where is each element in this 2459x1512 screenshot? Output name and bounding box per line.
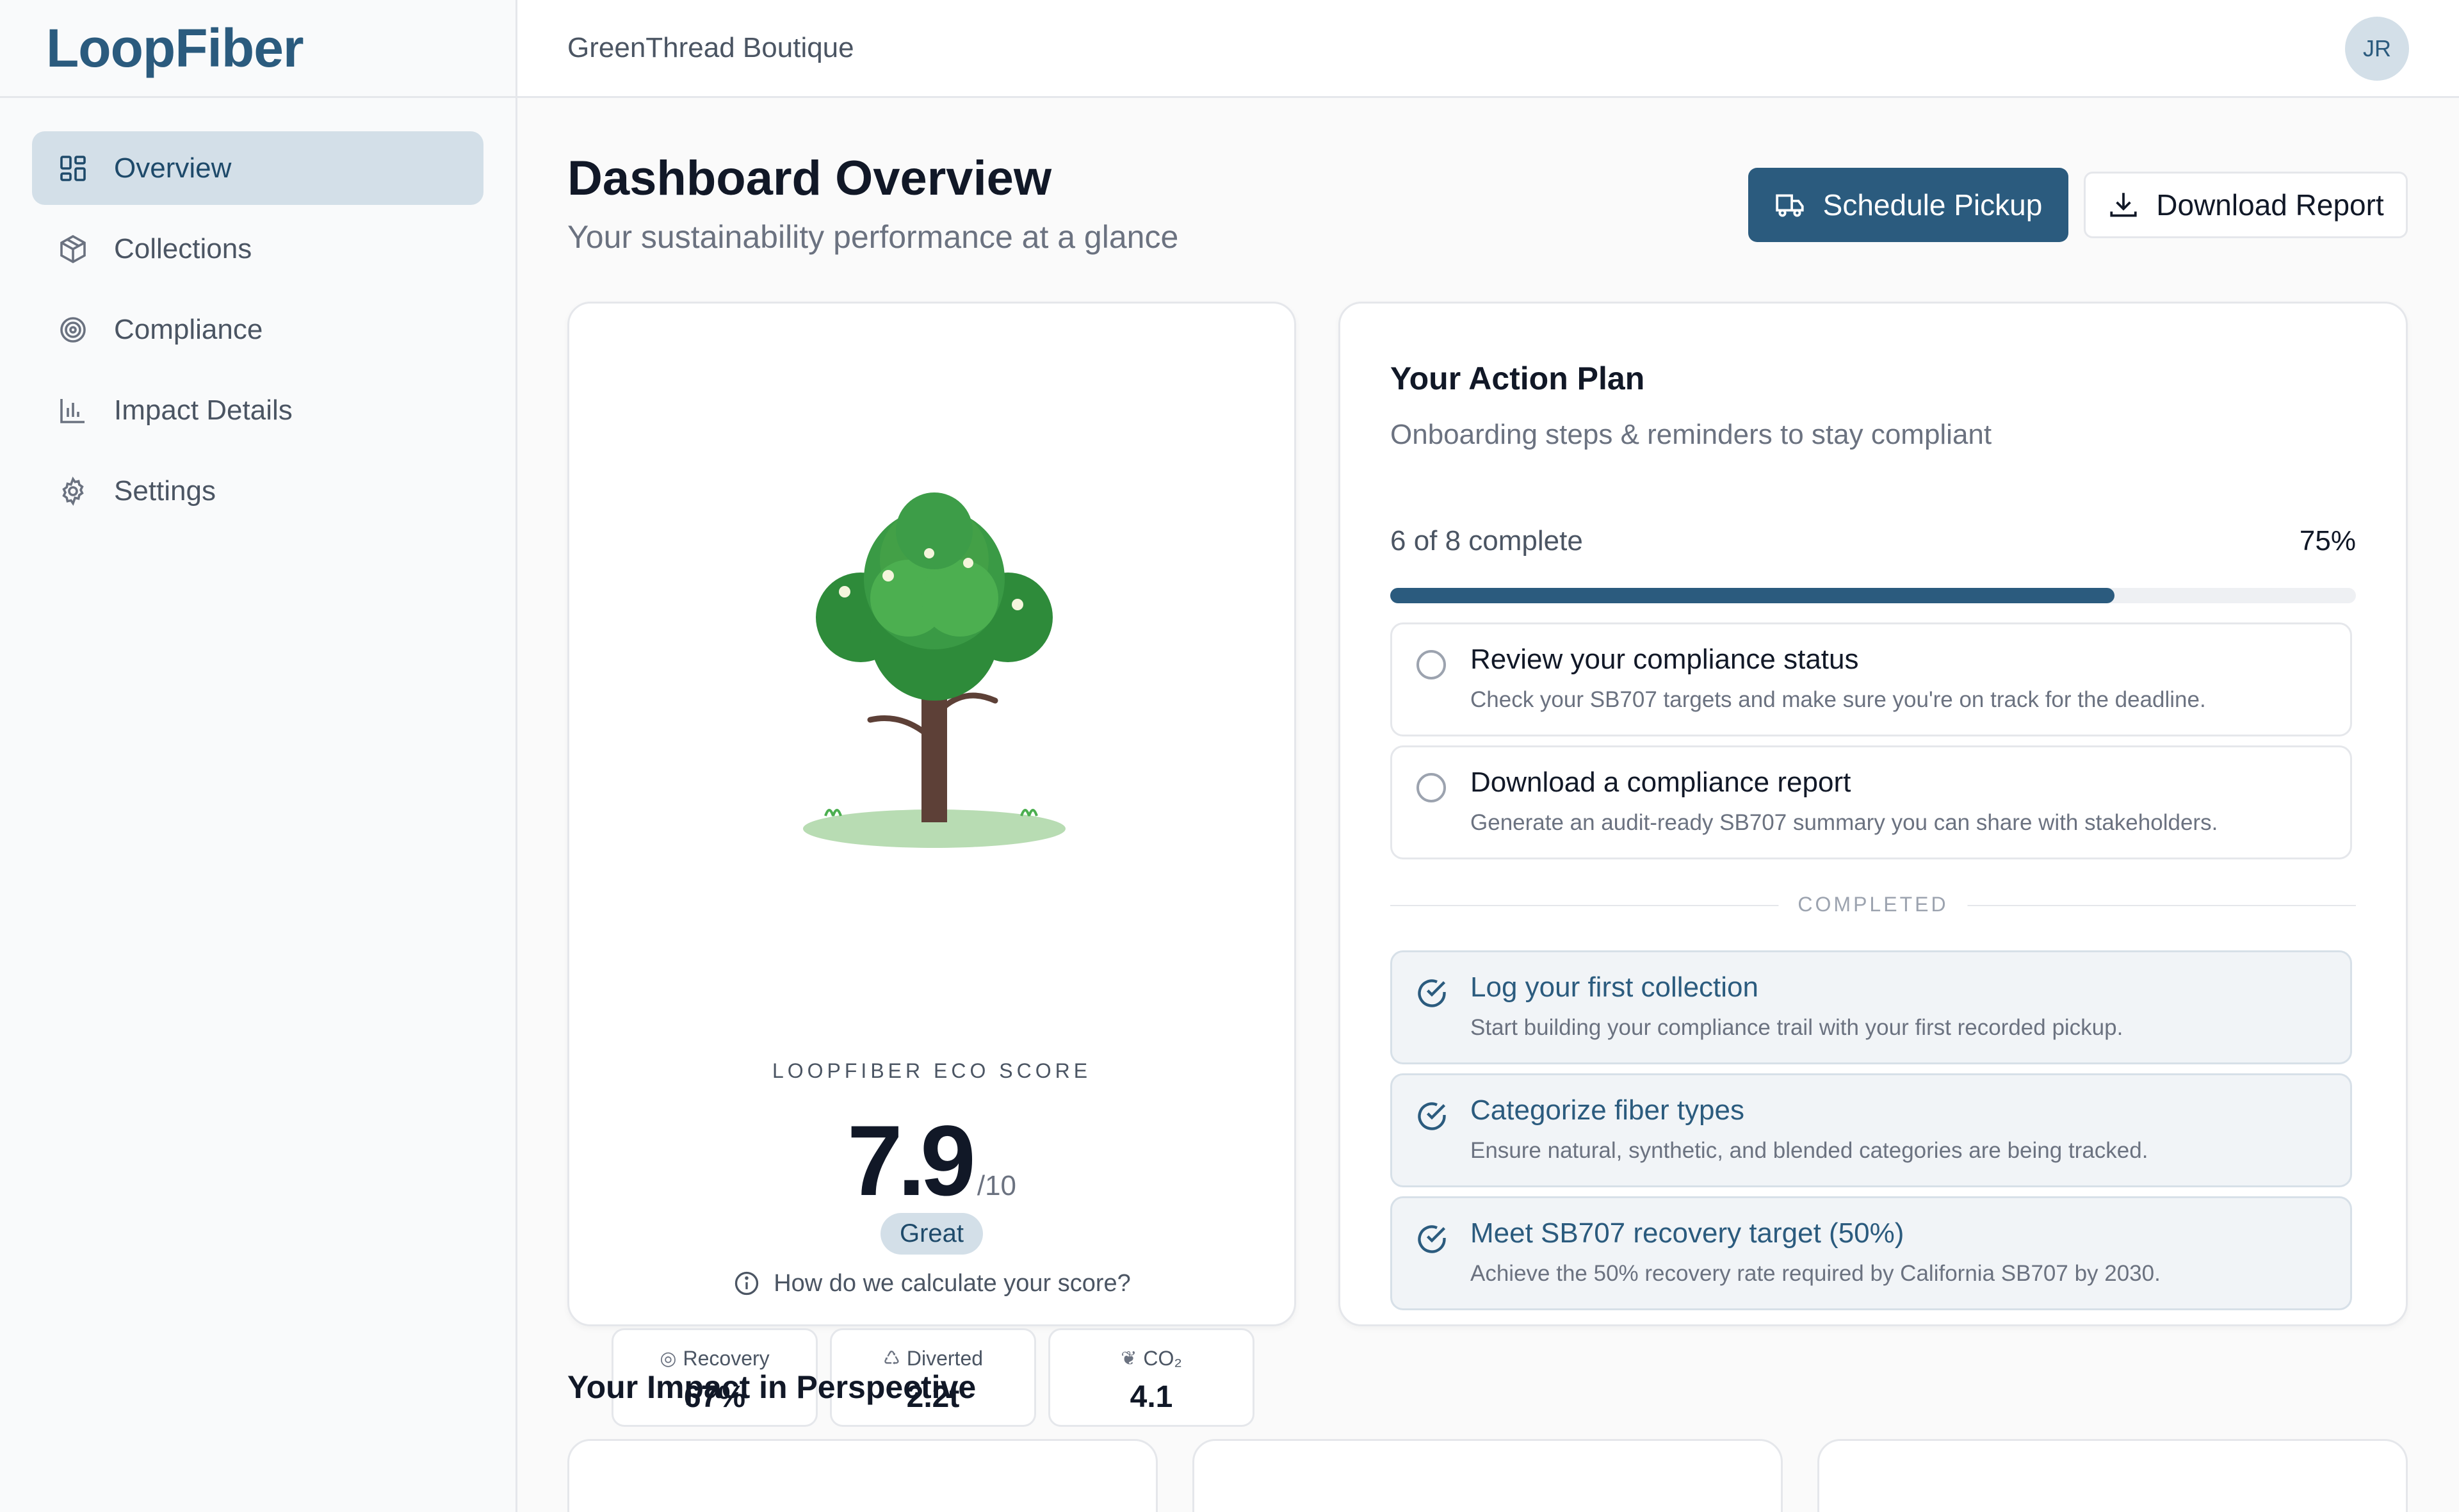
gear-icon: [58, 476, 88, 507]
download-icon: [2110, 193, 2137, 217]
progress-fill: [1390, 588, 2114, 603]
action-plan-card: Your Action Plan Onboarding steps & remi…: [1338, 302, 2408, 1326]
sidebar-item-impact-details[interactable]: Impact Details: [32, 373, 483, 447]
progress-label: 6 of 8 complete: [1390, 525, 1583, 557]
eco-score: 7.9/10: [569, 1104, 1294, 1219]
logo[interactable]: LoopFiber: [46, 17, 304, 78]
box-icon: [58, 234, 88, 264]
eco-score-label: LOOPFIBER ECO SCORE: [772, 1059, 1092, 1082]
sidebar-item-label: Settings: [114, 475, 216, 507]
logo-area: LoopFiber: [0, 0, 515, 98]
target-icon: [58, 314, 88, 345]
sidebar-item-label: Impact Details: [114, 394, 293, 426]
task-description: Achieve the 50% recovery rate required b…: [1470, 1261, 2161, 1286]
check-circle-icon: [1418, 1225, 1446, 1253]
metric-label: Diverted: [906, 1347, 984, 1370]
impact-card: [567, 1439, 1158, 1512]
task-item-completed[interactable]: Categorize fiber types Ensure natural, s…: [1390, 1073, 2352, 1187]
unchecked-circle-icon[interactable]: [1416, 650, 1446, 679]
task-item[interactable]: Review your compliance status Check your…: [1390, 622, 2352, 736]
task-description: Ensure natural, synthetic, and blended c…: [1470, 1138, 2148, 1163]
task-item-completed[interactable]: Meet SB707 recovery target (50%) Achieve…: [1390, 1196, 2352, 1310]
metric-label-row: ♺ Diverted: [832, 1347, 1034, 1370]
sidebar-item-label: Compliance: [114, 313, 263, 345]
task-description: Start building your compliance trail wit…: [1470, 1015, 2123, 1040]
grid-icon: [58, 153, 88, 184]
sidebar-item-overview[interactable]: Overview: [32, 131, 483, 205]
info-icon: [735, 1271, 759, 1296]
task-title: Log your first collection: [1470, 971, 1758, 1003]
rating-badge-wrap: Great: [569, 1213, 1294, 1255]
leaf-icon: ❦: [1121, 1348, 1137, 1369]
sidebar: LoopFiber Overview Collections Complianc…: [0, 0, 517, 1512]
sidebar-item-compliance[interactable]: Compliance: [32, 293, 483, 366]
score-help-text: How do we calculate your score?: [774, 1269, 1131, 1297]
eco-score-card: LOOPFIBER ECO SCORE 7.9/10 Great How do …: [567, 302, 1296, 1427]
store-name: GreenThread Boutique: [567, 32, 854, 63]
metric-co2: ❦ CO₂ 4.1: [1048, 1328, 1254, 1427]
completed-divider: COMPLETED: [1390, 893, 2356, 918]
metric-label: CO₂: [1143, 1347, 1182, 1370]
progress-percent: 75%: [2299, 525, 2356, 557]
impact-card: [1817, 1439, 2408, 1512]
action-plan-subtitle: Onboarding steps & reminders to stay com…: [1390, 419, 1992, 450]
sidebar-item-settings[interactable]: Settings: [32, 454, 483, 528]
score-help-link[interactable]: How do we calculate your score?: [569, 1269, 1294, 1297]
sidebar-item-label: Overview: [114, 152, 232, 184]
metric-diverted: ♺ Diverted 2.2t: [830, 1328, 1036, 1427]
completed-label: COMPLETED: [1778, 893, 1968, 916]
task-item-completed[interactable]: Log your first collection Start building…: [1390, 950, 2352, 1064]
recycle-icon: ♺: [882, 1348, 900, 1369]
eco-score-value: 7.9: [847, 1105, 976, 1217]
impact-card: [1192, 1439, 1783, 1512]
page-title: Dashboard Overview: [567, 151, 1052, 206]
task-title: Download a compliance report: [1470, 767, 1851, 798]
check-circle-icon: [1418, 1102, 1446, 1130]
bar-chart-icon: [58, 395, 88, 426]
task-description: Check your SB707 targets and make sure y…: [1470, 687, 2206, 712]
task-item[interactable]: Download a compliance report Generate an…: [1390, 745, 2352, 859]
metric-label-row: ◎ Recovery: [613, 1347, 816, 1370]
task-title: Meet SB707 recovery target (50%): [1470, 1217, 1904, 1249]
tree-illustration: [803, 492, 1066, 848]
download-report-button[interactable]: Download Report: [2084, 172, 2408, 238]
topbar: GreenThread Boutique JR: [517, 0, 2459, 98]
metric-label-row: ❦ CO₂: [1050, 1347, 1253, 1370]
eco-score-denominator: /10: [977, 1170, 1017, 1201]
avatar[interactable]: JR: [2345, 17, 2409, 81]
schedule-pickup-label: Schedule Pickup: [1822, 188, 2043, 222]
metric-value: 2.2t: [906, 1380, 960, 1414]
sidebar-nav: Overview Collections Compliance Impact D…: [0, 98, 515, 528]
check-circle-icon: [1418, 979, 1446, 1007]
sidebar-item-collections[interactable]: Collections: [32, 212, 483, 286]
truck-icon: [1775, 194, 1804, 217]
main-content: Dashboard Overview Your sustainability p…: [517, 98, 2459, 1512]
task-title: Categorize fiber types: [1470, 1094, 1744, 1126]
rating-badge: Great: [880, 1213, 984, 1255]
task-title: Review your compliance status: [1470, 644, 1859, 675]
page-subtitle: Your sustainability performance at a gla…: [567, 219, 1179, 255]
metric-recovery: ◎ Recovery 67%: [612, 1328, 818, 1427]
schedule-pickup-button[interactable]: Schedule Pickup: [1748, 168, 2068, 242]
metric-label: Recovery: [683, 1347, 770, 1370]
impact-section-title: Your Impact in Perspective: [567, 1369, 977, 1405]
action-plan-title: Your Action Plan: [1390, 361, 1645, 396]
target-icon: ◎: [660, 1348, 677, 1369]
progress-bar: [1390, 588, 2356, 603]
unchecked-circle-icon[interactable]: [1416, 773, 1446, 802]
download-report-label: Download Report: [2156, 188, 2384, 222]
task-description: Generate an audit-ready SB707 summary yo…: [1470, 810, 2218, 835]
metric-value: 4.1: [1130, 1380, 1173, 1414]
sidebar-item-label: Collections: [114, 232, 252, 264]
metric-value: 67%: [683, 1380, 746, 1414]
